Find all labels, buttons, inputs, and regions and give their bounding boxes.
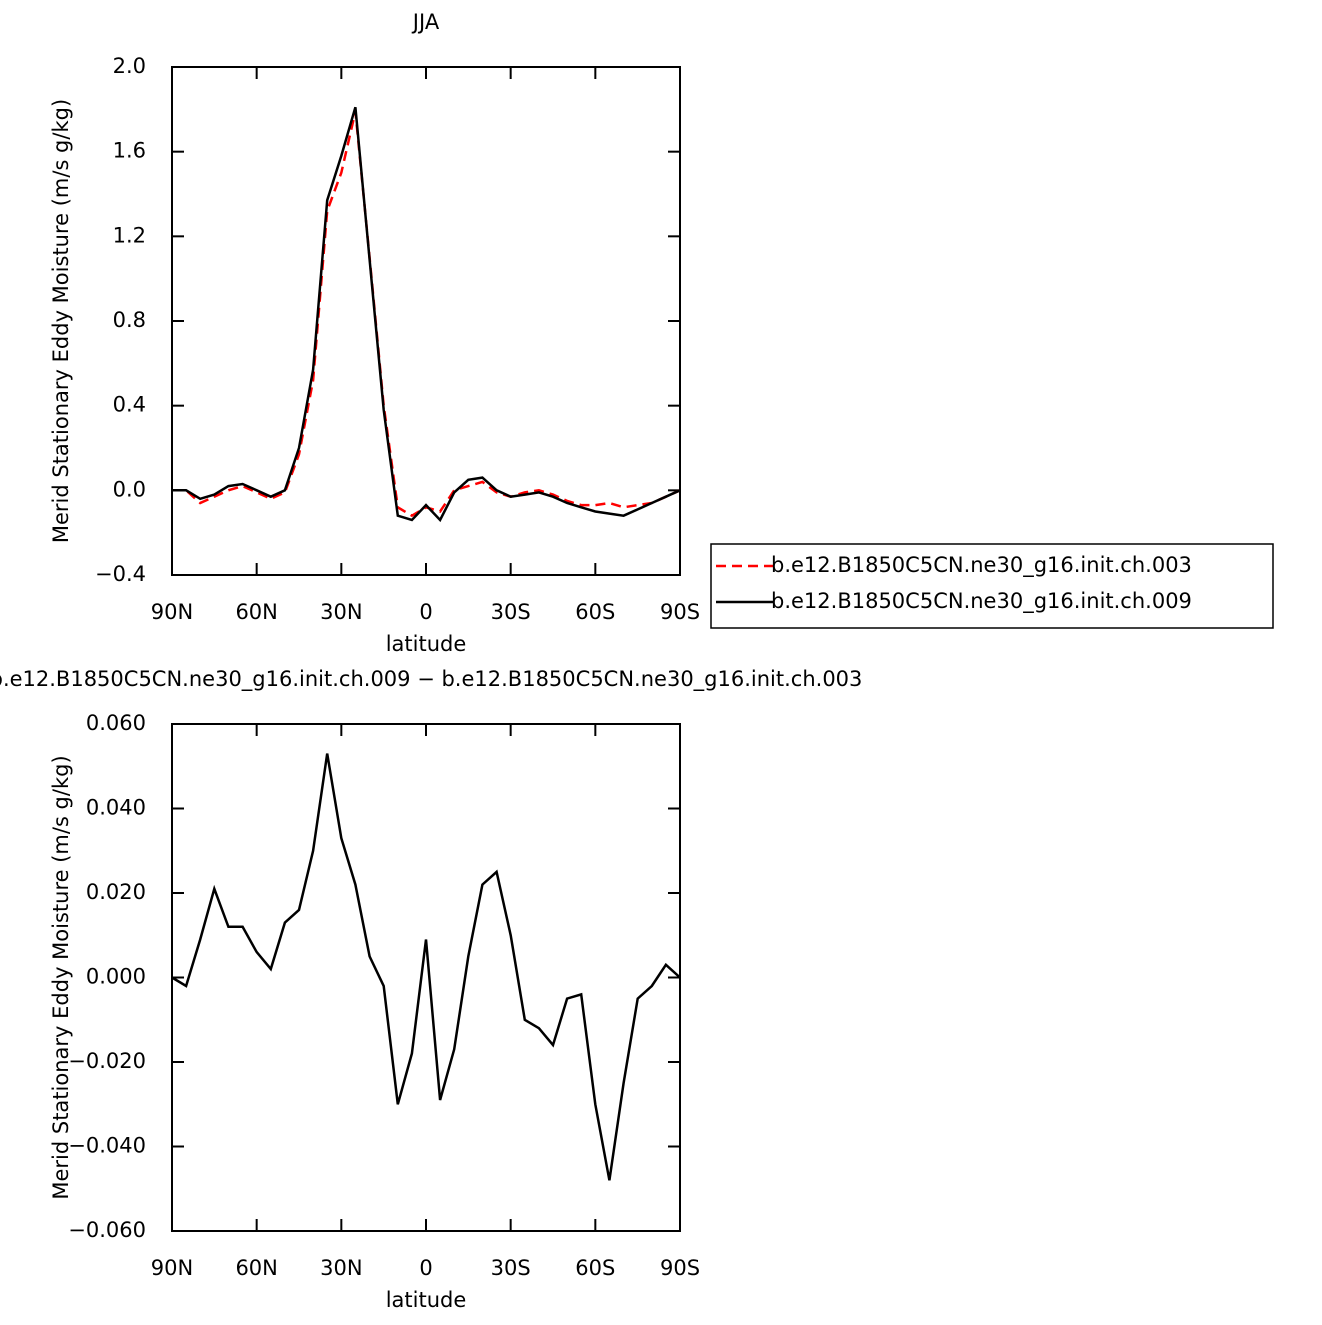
- x-tick-label: 30N: [320, 1256, 362, 1280]
- y-tick-label: 0.020: [86, 880, 146, 904]
- y-tick-label: 0.8: [113, 308, 146, 332]
- x-tick-label: 60N: [235, 1256, 277, 1280]
- y-tick-label: 0.0: [113, 477, 146, 501]
- y-tick-label: 1.6: [113, 139, 146, 163]
- data-line: [172, 111, 681, 518]
- x-tick-label: 90N: [151, 600, 193, 624]
- y-tick-label: 0.040: [86, 796, 146, 820]
- x-tick-label: 30S: [491, 600, 531, 624]
- x-tick-label: 60N: [235, 600, 277, 624]
- data-line: [171, 753, 681, 1181]
- y-axis-label: Merid Stationary Eddy Moisture (m/s g/kg…: [49, 99, 73, 543]
- chart-title: b.e12.B1850C5CN.ne30_g16.init.ch.009 − b…: [0, 667, 862, 692]
- x-tick-label: 90N: [151, 1256, 193, 1280]
- y-tick-label: −0.040: [68, 1134, 146, 1158]
- y-tick-label: −0.060: [68, 1218, 146, 1242]
- y-tick-label: −0.020: [68, 1049, 146, 1073]
- chart-title: JJA: [411, 10, 440, 34]
- x-axis-label: latitude: [386, 632, 467, 656]
- x-tick-label: 60S: [575, 1256, 615, 1280]
- legend-label: b.e12.B1850C5CN.ne30_g16.init.ch.003: [771, 553, 1192, 578]
- y-axis-label: Merid Stationary Eddy Moisture (m/s g/kg…: [49, 755, 73, 1199]
- y-tick-label: 0.060: [86, 711, 146, 735]
- x-axis-label: latitude: [386, 1288, 467, 1312]
- x-tick-label: 60S: [575, 600, 615, 624]
- x-tick-label: 0: [419, 1256, 432, 1280]
- data-line: [172, 106, 681, 523]
- x-tick-label: 90S: [660, 600, 700, 624]
- plot-frame: [171, 66, 681, 576]
- legend-label: b.e12.B1850C5CN.ne30_g16.init.ch.009: [771, 589, 1192, 614]
- x-tick-label: 30S: [491, 1256, 531, 1280]
- plot-frame: [171, 723, 681, 1232]
- y-tick-label: −0.4: [95, 562, 146, 586]
- y-tick-label: 0.000: [86, 965, 146, 989]
- y-tick-label: 0.4: [113, 393, 146, 417]
- x-tick-label: 0: [419, 600, 432, 624]
- y-tick-label: 1.2: [113, 223, 146, 247]
- x-tick-label: 30N: [320, 600, 362, 624]
- y-tick-label: 2.0: [113, 54, 146, 78]
- x-tick-label: 90S: [660, 1256, 700, 1280]
- legend-box: [710, 543, 1274, 629]
